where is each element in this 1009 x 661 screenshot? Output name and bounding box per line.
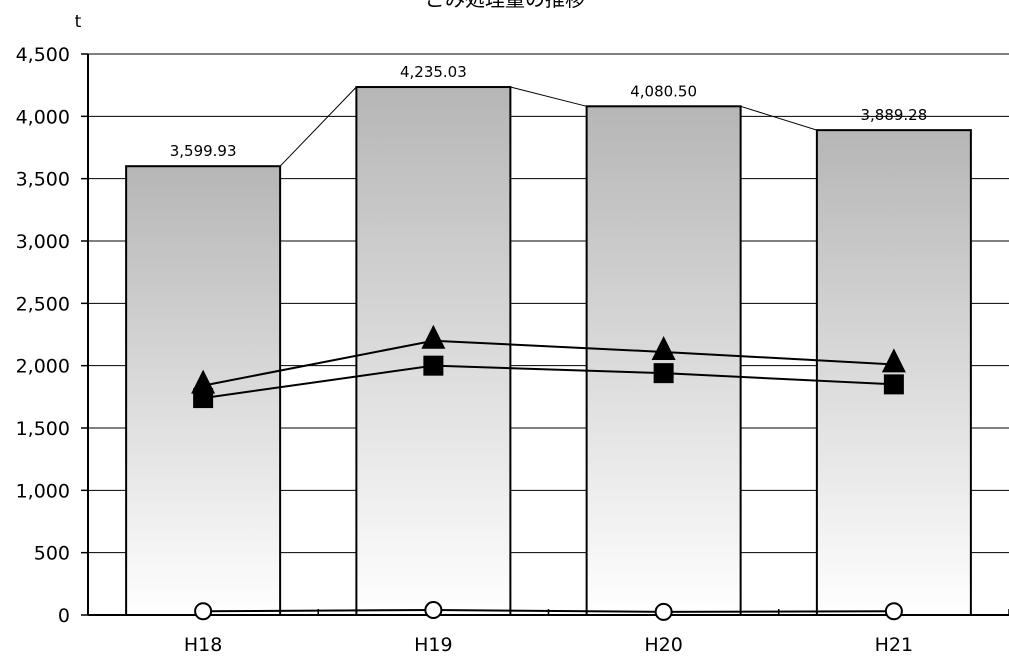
- line-circle-open: [203, 609, 894, 613]
- y-tick-label-1,000: 1,000: [16, 480, 70, 502]
- chart-title: ごみ処理量の推移: [425, 0, 585, 11]
- square-marker-H21: [883, 374, 904, 395]
- triangle-marker-H20: [651, 335, 676, 360]
- circle-open-marker-H21: [884, 602, 903, 621]
- x-tick-label-H19: H19: [414, 634, 452, 656]
- y-axis-unit: t: [75, 12, 82, 32]
- bar-H21: [815, 129, 972, 617]
- y-tick-label-2,500: 2,500: [16, 293, 70, 315]
- bars: [125, 86, 972, 617]
- circle-open-marker-H20: [654, 602, 673, 621]
- y-tick-label-0: 0: [58, 605, 70, 627]
- y-tick-label-3,500: 3,500: [16, 169, 70, 191]
- line-triangle: [202, 339, 894, 387]
- y-tick-label-3,000: 3,000: [16, 231, 70, 253]
- connector-H19-H20: [510, 86, 587, 107]
- square-marker-H19: [423, 355, 444, 376]
- y-tick-labels: 0 500 1,000 1,500 2,000 2,500 3,000 3,500 4,000 4…: [16, 44, 70, 627]
- axes: [81, 53, 1009, 616]
- connector-H18-H19: [279, 86, 357, 167]
- y-tick-label-1,500: 1,500: [16, 418, 70, 440]
- square-marker-H20: [653, 363, 674, 384]
- square-marker-H18: [193, 388, 214, 409]
- connector-H20-H21: [740, 105, 818, 131]
- bar-data-labels: 3,599.93 4,235.03 4,080.50 3,889.28: [170, 63, 928, 160]
- line-square: [202, 364, 894, 400]
- bar-label-H21: 3,889.28: [860, 106, 927, 124]
- triangle-marker-H19: [421, 324, 446, 349]
- x-tick-label-H20: H20: [644, 634, 682, 656]
- y-tick-label-2,000: 2,000: [16, 356, 70, 378]
- bar-H20: [585, 105, 742, 616]
- x-tick-labels: H18 H19 H20 H21: [184, 634, 913, 656]
- x-tick-label-H21: H21: [875, 634, 913, 656]
- bar-label-H18: 3,599.93: [170, 142, 237, 160]
- circle-open-marker-H19: [424, 601, 443, 620]
- triangle-marker-H18: [191, 369, 216, 394]
- bar-label-H20: 4,080.50: [630, 82, 697, 100]
- bar-label-H19: 4,235.03: [400, 63, 467, 81]
- y-tick-label-500: 500: [34, 543, 70, 565]
- bar-connector-lines: [279, 86, 818, 167]
- y-tick-label-4,000: 4,000: [16, 106, 70, 128]
- triangle-marker-H21: [881, 348, 906, 373]
- x-tick-label-H18: H18: [184, 634, 222, 656]
- y-tick-label-4,500: 4,500: [16, 44, 70, 66]
- circle-open-marker-H18: [194, 602, 213, 621]
- line-series: [191, 324, 906, 621]
